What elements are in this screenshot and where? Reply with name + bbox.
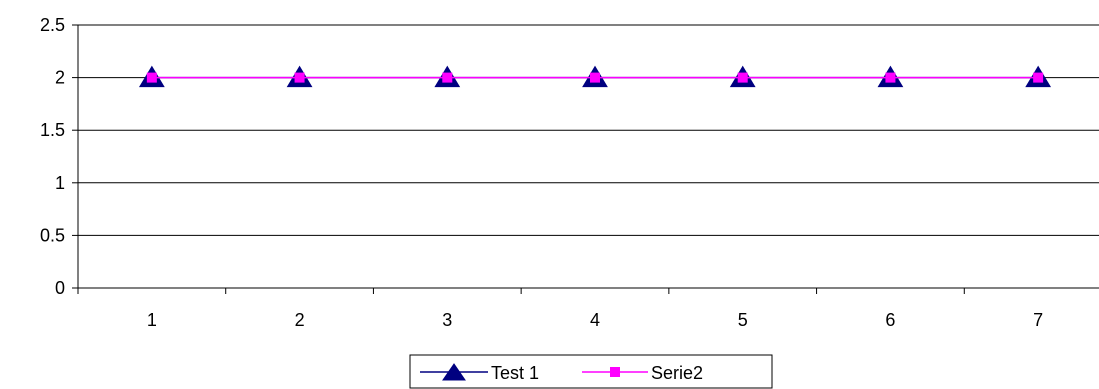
- x-axis-ticks: 1 2 3 4 5 6 7: [77, 288, 1043, 330]
- point-serie2-4: [590, 72, 600, 83]
- legend-label-serie2: Serie2: [651, 363, 703, 383]
- x-tick-label-4: 5: [738, 310, 748, 330]
- y-tick-label-3: 1.5: [40, 120, 65, 140]
- x-tick-label-3: 4: [590, 310, 600, 330]
- x-tick-label-1: 2: [295, 310, 305, 330]
- point-serie2-2: [294, 72, 305, 83]
- x-tick-label-5: 6: [885, 310, 895, 330]
- point-serie2-1: [146, 72, 157, 83]
- point-serie2-6: [885, 72, 896, 83]
- series-layer: [138, 65, 1052, 88]
- x-tick-label-6: 7: [1033, 310, 1043, 330]
- y-tick-label-5: 2.5: [40, 15, 65, 35]
- axes: [77, 25, 1099, 289]
- x-tick-label-2: 3: [442, 310, 452, 330]
- gridlines: [78, 24, 1099, 236]
- legend-marker-test-1: [442, 363, 466, 381]
- legend-marker-serie2: [610, 367, 620, 377]
- y-axis-ticks: 0 0.5 1 1.5 2 2.5: [40, 15, 78, 298]
- y-tick-label-0: 0: [55, 278, 65, 298]
- y-tick-label-1: 0.5: [40, 225, 65, 245]
- point-serie2-3: [442, 72, 453, 83]
- legend: Test 1 Serie2: [409, 354, 773, 389]
- x-tick-label-0: 1: [147, 310, 157, 330]
- y-tick-label-2: 1: [55, 173, 65, 193]
- point-serie2-7: [1033, 72, 1044, 83]
- point-serie2-5: [737, 72, 748, 83]
- y-tick-label-4: 2: [55, 68, 65, 88]
- legend-label-test-1: Test 1: [491, 363, 539, 383]
